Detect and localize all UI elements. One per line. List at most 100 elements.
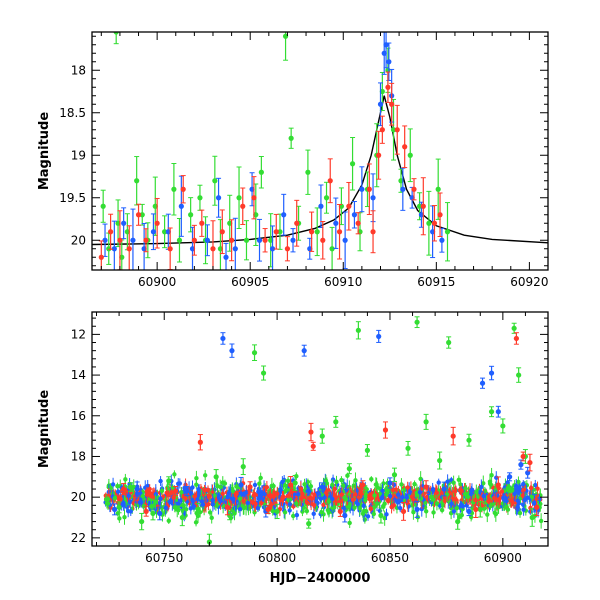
data-point: [378, 512, 384, 519]
series-green: [100, 32, 451, 270]
band-point: [469, 491, 474, 497]
band-point: [153, 499, 158, 505]
band-point: [282, 510, 288, 515]
band-point: [159, 488, 165, 494]
band-point: [369, 476, 374, 482]
data-point: [306, 521, 312, 527]
band-point: [202, 487, 208, 493]
band-point: [302, 482, 307, 487]
band-point: [237, 506, 243, 512]
data-point: [98, 254, 104, 260]
band-point: [200, 502, 206, 507]
y-tick-label: 14: [71, 368, 86, 382]
data-point: [161, 229, 168, 235]
band-point: [463, 491, 468, 497]
band-point: [362, 508, 367, 514]
data-point: [414, 506, 420, 512]
band-point: [176, 501, 181, 506]
band-point: [206, 493, 212, 498]
band-point: [339, 492, 345, 497]
band-point: [226, 491, 232, 496]
band-point: [294, 512, 300, 518]
band-point: [269, 483, 275, 489]
band-point: [426, 491, 431, 496]
data-point: [197, 439, 203, 445]
band-point: [234, 491, 239, 497]
band-point: [436, 480, 441, 485]
series-red: [98, 71, 443, 270]
band-point: [380, 488, 385, 493]
band-point: [374, 501, 380, 506]
data-point: [229, 348, 235, 354]
band-point: [379, 495, 384, 501]
band-point: [520, 493, 525, 498]
x-axis-label: HJD−2400000: [270, 571, 371, 586]
band-point: [411, 497, 416, 502]
band-point: [363, 486, 368, 491]
data-point: [323, 195, 330, 201]
band-point: [494, 497, 499, 502]
data-point: [488, 409, 495, 415]
band-point: [210, 498, 215, 503]
band-point: [330, 496, 335, 502]
band-point: [220, 480, 225, 485]
y-tick-label: 19: [71, 148, 86, 162]
band-point: [374, 482, 379, 487]
band-point: [164, 490, 169, 496]
band-point: [474, 489, 479, 495]
band-point: [143, 485, 148, 490]
band-point: [516, 479, 521, 485]
band-point: [166, 518, 171, 523]
data-point: [127, 484, 133, 490]
band-point: [434, 501, 440, 506]
band-point: [207, 510, 213, 515]
data-point: [172, 488, 179, 494]
data-point: [336, 229, 343, 235]
x-tick-label: 60900: [138, 275, 176, 289]
data-point: [318, 203, 324, 209]
data-point: [329, 246, 335, 252]
data-point: [370, 195, 376, 201]
data-point: [281, 212, 287, 218]
band-point: [481, 506, 487, 511]
data-point: [288, 482, 294, 488]
band-point: [385, 497, 391, 503]
data-point: [191, 237, 197, 243]
band-point: [183, 507, 189, 512]
dense-band: [103, 467, 544, 529]
data-point: [197, 195, 203, 201]
data-point: [479, 380, 486, 386]
band-point: [179, 490, 184, 495]
band-point: [358, 490, 363, 495]
data-point: [439, 237, 445, 243]
x-tick-label: 60900: [484, 551, 522, 565]
band-point: [451, 480, 456, 485]
band-point: [515, 505, 520, 510]
data-point: [251, 195, 257, 201]
band-point: [169, 490, 174, 495]
data-point: [407, 152, 413, 158]
data-point: [135, 212, 142, 218]
band-point: [108, 485, 113, 490]
band-point: [353, 492, 358, 497]
band-point: [196, 487, 201, 492]
band-point: [243, 490, 249, 495]
data-point: [188, 212, 194, 218]
y-tick-label: 18: [71, 63, 86, 77]
band-point: [202, 473, 208, 478]
band-point: [489, 473, 494, 478]
band-point: [457, 487, 463, 493]
band-point: [365, 514, 371, 519]
band-point: [158, 496, 163, 501]
band-point: [286, 493, 292, 498]
data-point: [319, 484, 325, 490]
band-point: [215, 483, 220, 489]
data-point: [455, 518, 461, 525]
data-point: [349, 161, 356, 167]
band-point: [505, 507, 511, 512]
data-point: [423, 419, 429, 425]
band-point: [363, 497, 368, 503]
band-point: [311, 511, 316, 517]
data-point: [171, 186, 177, 192]
band-point: [339, 477, 344, 483]
